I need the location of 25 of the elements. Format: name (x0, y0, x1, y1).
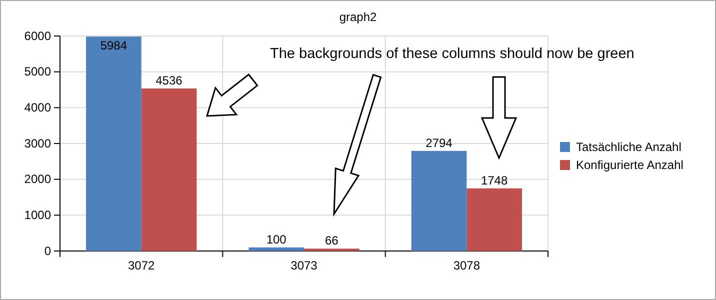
x-tick-label: 3078 (453, 258, 480, 273)
bar (86, 36, 142, 251)
y-tick-label: 6000 (24, 28, 52, 43)
bar (411, 150, 467, 251)
data-label: 4536 (156, 73, 183, 88)
chart-title: graph2 (339, 10, 378, 24)
y-tick-label: 4000 (24, 100, 52, 115)
y-tick-label: 0 (44, 244, 52, 258)
data-label: 5984 (100, 38, 128, 53)
y-tick-label: 3000 (24, 136, 52, 150)
bar (466, 188, 522, 251)
bar (141, 88, 197, 251)
bar (248, 247, 304, 251)
y-tick-label: 5000 (24, 64, 52, 79)
x-tick-label: 3072 (128, 258, 156, 273)
annotation: The backgrounds of these columns should now be green (270, 46, 634, 62)
y-tick-label: 2000 (24, 172, 52, 186)
y-tick-label: 1000 (24, 208, 52, 222)
data-label: 100 (266, 232, 287, 246)
data-label: 1748 (480, 173, 508, 188)
data-label: 66 (324, 234, 339, 248)
legend-label: Konfigurierte Anzahl (576, 158, 684, 172)
data-label: 2794 (426, 136, 453, 150)
x-tick-label: 3073 (290, 258, 318, 273)
legend-label: Tatsächliche Anzahl (576, 140, 682, 154)
